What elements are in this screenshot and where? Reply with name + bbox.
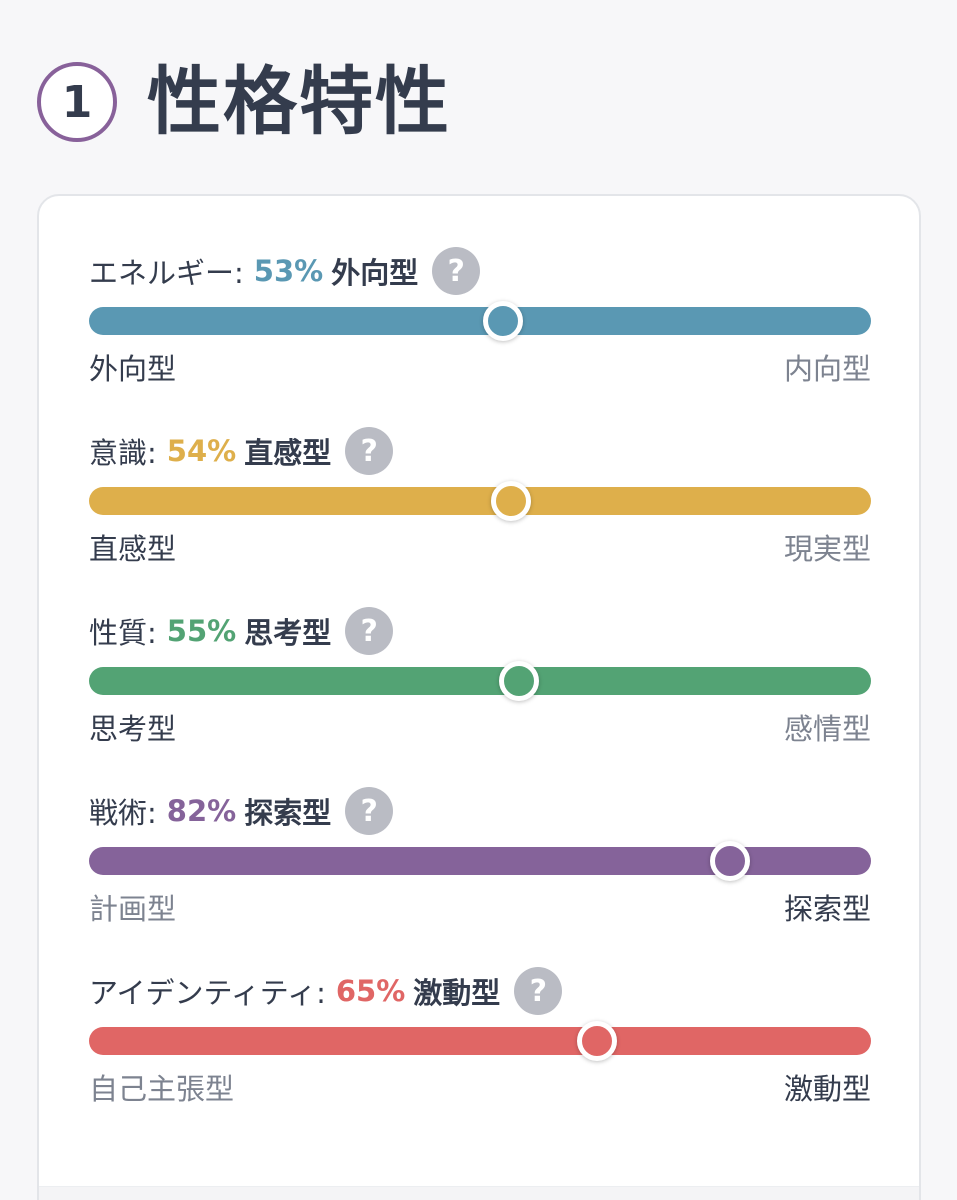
trait-left-pole: 思考型 — [89, 712, 177, 746]
trait-label: 意識: 54% 直感型 ? — [89, 426, 871, 476]
trait-identity: アイデンティティ: 65% 激動型 ? 自己主張型 激動型 — [89, 966, 871, 1109]
trait-percent: 55% — [166, 614, 237, 648]
trait-right-pole: 感情型 — [783, 712, 871, 746]
trait-name: 意識: — [89, 436, 157, 470]
trait-poles: 計画型 探索型 — [89, 889, 871, 929]
trait-tactics: 戦術: 82% 探索型 ? 計画型 探索型 — [89, 786, 871, 929]
trait-poles: 自己主張型 激動型 — [89, 1069, 871, 1109]
card-footer — [39, 1186, 919, 1200]
trait-label: エネルギー: 53% 外向型 ? — [89, 246, 871, 296]
trait-type: 外向型 — [331, 256, 419, 290]
question-mark-icon[interactable]: ? — [345, 607, 394, 655]
trait-percent: 53% — [253, 254, 324, 288]
trait-left-pole: 計画型 — [89, 892, 177, 926]
trait-bar — [89, 841, 871, 881]
trait-name: エネルギー: — [89, 256, 244, 290]
trait-type: 探索型 — [244, 796, 332, 830]
section-title: 性格特性 — [147, 59, 451, 145]
step-number-badge: 1 — [37, 62, 117, 142]
trait-label: 性質: 55% 思考型 ? — [89, 606, 871, 656]
trait-right-pole: 内向型 — [783, 352, 871, 386]
trait-percent: 54% — [166, 434, 237, 468]
trait-nature: 性質: 55% 思考型 ? 思考型 感情型 — [89, 606, 871, 749]
trait-name: 性質: — [89, 616, 157, 650]
trait-percent: 82% — [166, 794, 237, 828]
trait-right-pole: 現実型 — [783, 532, 871, 566]
trait-name: アイデンティティ: — [89, 976, 326, 1010]
trait-name: 戦術: — [89, 796, 157, 830]
trait-poles: 直感型 現実型 — [89, 529, 871, 569]
trait-energy: エネルギー: 53% 外向型 ? 外向型 内向型 — [89, 246, 871, 389]
trait-left-pole: 直感型 — [89, 532, 177, 566]
question-mark-icon[interactable]: ? — [345, 787, 394, 835]
trait-type: 激動型 — [413, 976, 501, 1010]
trait-bar-thumb — [710, 841, 751, 881]
trait-bar-thumb — [483, 301, 524, 341]
question-mark-icon[interactable]: ? — [514, 967, 563, 1015]
trait-type: 直感型 — [244, 436, 332, 470]
trait-left-pole: 自己主張型 — [89, 1072, 235, 1106]
trait-poles: 外向型 内向型 — [89, 349, 871, 389]
trait-type: 思考型 — [244, 616, 332, 650]
trait-bar-thumb — [577, 1021, 618, 1061]
trait-bar-thumb — [491, 481, 532, 521]
trait-left-pole: 外向型 — [89, 352, 177, 386]
trait-bar — [89, 301, 871, 341]
question-mark-icon[interactable]: ? — [432, 247, 481, 295]
trait-bar — [89, 1021, 871, 1061]
trait-bar — [89, 481, 871, 521]
trait-mind: 意識: 54% 直感型 ? 直感型 現実型 — [89, 426, 871, 569]
trait-bar — [89, 661, 871, 701]
trait-label: アイデンティティ: 65% 激動型 ? — [89, 966, 871, 1016]
section-header: 1 性格特性 — [37, 62, 451, 142]
trait-right-pole: 激動型 — [783, 1072, 871, 1106]
question-mark-icon[interactable]: ? — [345, 427, 394, 475]
trait-poles: 思考型 感情型 — [89, 709, 871, 749]
trait-label: 戦術: 82% 探索型 ? — [89, 786, 871, 836]
traits-card: エネルギー: 53% 外向型 ? 外向型 内向型 意識: 54% 直感型 ? — [37, 194, 921, 1200]
trait-percent: 65% — [335, 974, 406, 1008]
trait-right-pole: 探索型 — [783, 892, 871, 926]
trait-bar-thumb — [499, 661, 540, 701]
